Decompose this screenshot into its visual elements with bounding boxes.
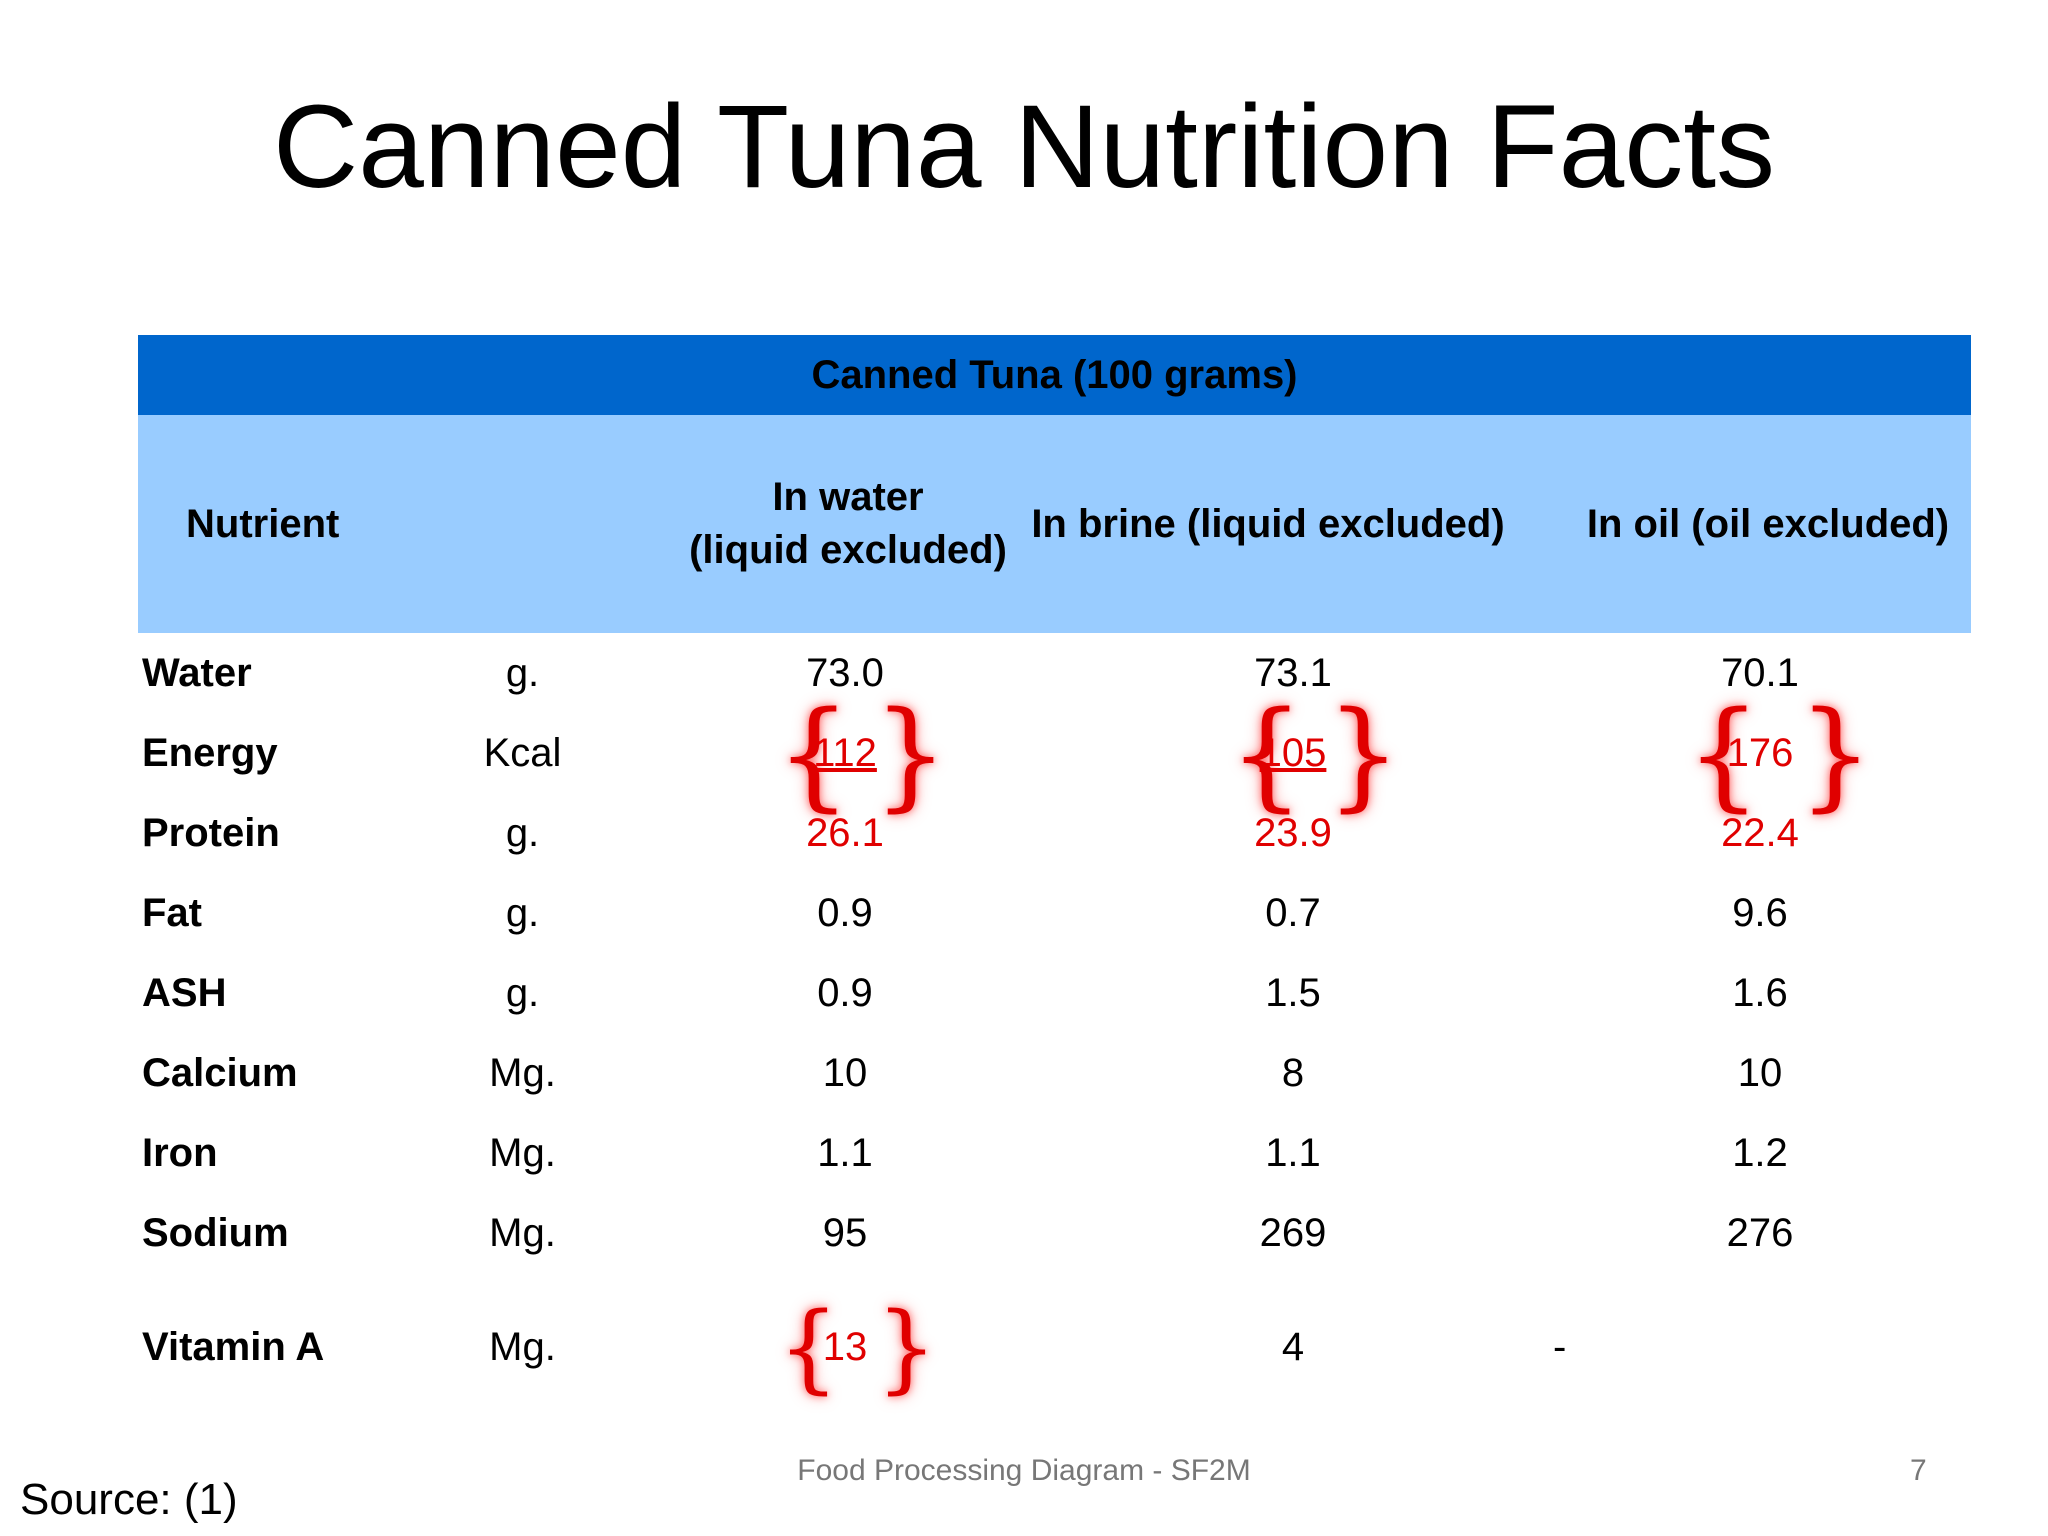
row-name: Fat bbox=[142, 891, 202, 935]
highlight-right-brace-icon: } bbox=[873, 685, 949, 823]
value-in-oil: - bbox=[1553, 1325, 1567, 1369]
table-row-iron: Iron Mg. 1.1 1.1 1.2 bbox=[0, 1131, 2048, 1191]
row-name: Protein bbox=[142, 811, 280, 855]
row-name: Water bbox=[142, 651, 252, 695]
value-in-brine: 8 bbox=[1281, 1051, 1305, 1095]
value-in-water: 10 bbox=[822, 1051, 868, 1095]
highlight-left-brace-icon: { bbox=[1229, 685, 1305, 823]
column-header-in-brine: In brine (liquid excluded) bbox=[1031, 501, 1505, 546]
value-in-oil: 1.2 bbox=[1732, 1131, 1788, 1175]
table-row-protein: Protein g. 26.1 23.9 22.4 bbox=[0, 811, 2048, 871]
value-in-oil: 1.6 bbox=[1732, 971, 1788, 1015]
value-in-water: 1.1 bbox=[817, 1131, 873, 1175]
column-header-in-oil: In oil (oil excluded) bbox=[1586, 501, 1950, 546]
row-unit: Kcal bbox=[483, 731, 562, 775]
value-in-oil: 10 bbox=[1737, 1051, 1783, 1095]
row-unit: Mg. bbox=[489, 1131, 556, 1175]
highlight-left-brace-icon: { bbox=[776, 685, 852, 823]
row-unit: Mg. bbox=[489, 1051, 556, 1095]
slide-title: Canned Tuna Nutrition Facts bbox=[272, 81, 1776, 213]
highlight-right-brace-icon: } bbox=[1798, 685, 1874, 823]
table-row-calcium: Calcium Mg. 10 8 10 bbox=[0, 1051, 2048, 1111]
table-row-fat: Fat g. 0.9 0.7 9.6 bbox=[0, 891, 2048, 951]
highlight-left-brace-icon: { bbox=[778, 1292, 840, 1404]
row-unit: g. bbox=[505, 971, 540, 1015]
value-in-water: 13 bbox=[822, 1325, 868, 1369]
table-row-ash: ASH g. 0.9 1.5 1.6 bbox=[0, 971, 2048, 1031]
value-in-water: 26.1 bbox=[806, 811, 884, 855]
highlight-left-brace-icon: { bbox=[1686, 685, 1762, 823]
value-in-brine: 269 bbox=[1259, 1211, 1327, 1255]
row-unit: Mg. bbox=[489, 1211, 556, 1255]
value-in-water: 112 bbox=[813, 731, 877, 775]
row-unit: g. bbox=[505, 891, 540, 935]
value-in-oil: 9.6 bbox=[1732, 891, 1788, 935]
row-name: Sodium bbox=[142, 1211, 289, 1255]
highlight-right-brace-icon: } bbox=[1326, 685, 1402, 823]
column-header-nutrient: Nutrient bbox=[186, 501, 340, 546]
value-in-oil: 22.4 bbox=[1721, 811, 1799, 855]
column-header-in-water-line1: In water bbox=[772, 475, 924, 519]
value-in-oil: 176 bbox=[1726, 731, 1794, 775]
value-in-water: 73.0 bbox=[806, 651, 884, 695]
row-name: Calcium bbox=[142, 1051, 298, 1095]
table-row-sodium: Sodium Mg. 95 269 276 bbox=[0, 1211, 2048, 1271]
highlight-right-brace-icon: } bbox=[876, 1292, 938, 1404]
row-unit: Mg. bbox=[489, 1325, 556, 1369]
table-group-header: Canned Tuna (100 grams) bbox=[138, 335, 1971, 415]
table-column-headers: Nutrient In water (liquid excluded) In b… bbox=[138, 415, 1971, 633]
footer-text: Food Processing Diagram - SF2M bbox=[797, 1454, 1251, 1487]
value-in-water: 0.9 bbox=[817, 971, 873, 1015]
row-unit: g. bbox=[505, 651, 540, 695]
value-in-oil: 276 bbox=[1726, 1211, 1794, 1255]
value-in-brine: 0.7 bbox=[1265, 891, 1321, 935]
row-name: Energy bbox=[142, 731, 278, 775]
value-in-brine: 1.1 bbox=[1265, 1131, 1321, 1175]
value-in-water: 95 bbox=[822, 1211, 868, 1255]
value-in-brine: 4 bbox=[1281, 1325, 1305, 1369]
source-citation: Source: (1) bbox=[20, 1475, 238, 1524]
value-in-brine: 105 bbox=[1259, 731, 1327, 775]
row-name: ASH bbox=[142, 971, 227, 1015]
value-in-brine: 73.1 bbox=[1254, 651, 1332, 695]
value-in-brine: 1.5 bbox=[1265, 971, 1321, 1015]
table-row-water: Water g. 73.0 73.1 70.1 bbox=[0, 651, 2048, 711]
value-in-water: 0.9 bbox=[817, 891, 873, 935]
row-name: Vitamin A bbox=[142, 1325, 325, 1369]
table-row-vitamin-a: Vitamin A Mg. 13 4 - bbox=[0, 1325, 2048, 1385]
value-in-brine: 23.9 bbox=[1254, 811, 1332, 855]
row-unit: g. bbox=[505, 811, 540, 855]
value-in-oil: 70.1 bbox=[1721, 651, 1799, 695]
column-header-in-water: In water (liquid excluded) bbox=[678, 415, 1018, 633]
column-header-in-water-line2: (liquid excluded) bbox=[689, 528, 1007, 572]
table-row-energy: Energy Kcal 112 105 176 bbox=[0, 731, 2048, 791]
table-group-header-label: Canned Tuna (100 grams) bbox=[811, 352, 1298, 397]
page-number: 7 bbox=[1910, 1454, 1927, 1487]
row-name: Iron bbox=[142, 1131, 218, 1175]
